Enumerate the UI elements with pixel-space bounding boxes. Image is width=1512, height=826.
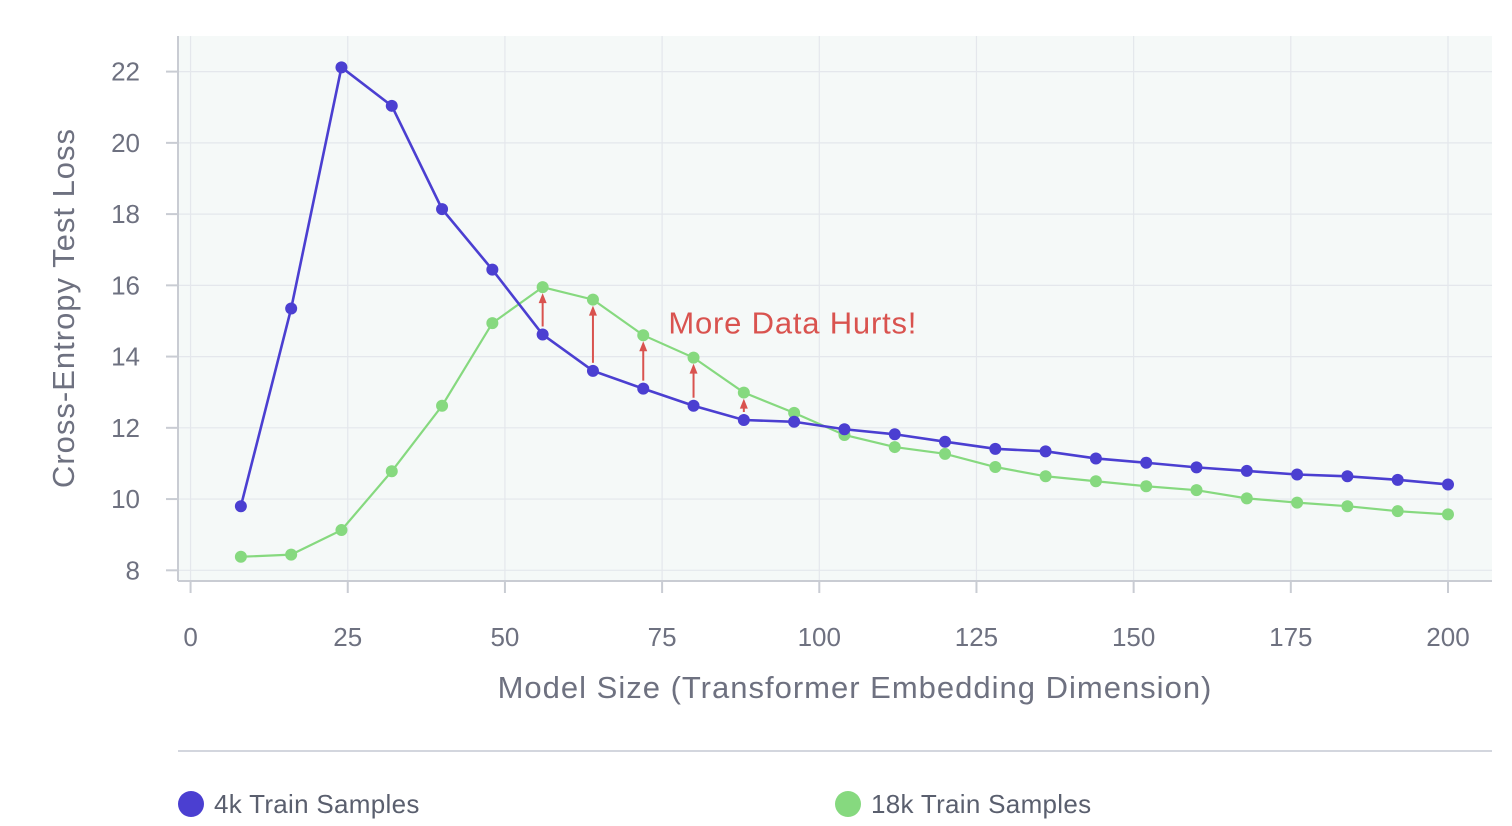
data-point[interactable] <box>637 329 650 342</box>
data-point[interactable] <box>335 61 348 74</box>
x-tick-label: 100 <box>798 622 841 652</box>
y-tick-label: 16 <box>111 270 140 300</box>
annotation-more-data-hurts: More Data Hurts! <box>668 306 917 341</box>
data-point[interactable] <box>637 382 650 395</box>
data-point[interactable] <box>285 548 298 561</box>
data-point[interactable] <box>1140 456 1153 469</box>
data-point[interactable] <box>1089 475 1102 488</box>
y-tick-label: 22 <box>111 57 140 87</box>
data-point[interactable] <box>1190 484 1203 497</box>
y-tick-label: 20 <box>111 128 140 158</box>
legend-item-18k[interactable]: 18k Train Samples <box>835 786 1091 822</box>
data-point[interactable] <box>788 406 801 419</box>
data-point[interactable] <box>586 293 599 306</box>
series-layer <box>234 61 1454 563</box>
annotation-arrow <box>739 398 748 412</box>
y-tick-label: 14 <box>111 342 140 372</box>
data-point[interactable] <box>939 435 952 448</box>
x-axis-label: Model Size (Transformer Embedding Dimens… <box>498 670 1213 705</box>
y-tick-label: 18 <box>111 199 140 229</box>
legend-label-18k: 18k Train Samples <box>871 788 1092 819</box>
data-point[interactable] <box>1441 478 1454 491</box>
data-point[interactable] <box>1341 470 1354 483</box>
data-point[interactable] <box>788 415 801 428</box>
data-point[interactable] <box>1341 500 1354 513</box>
ticks: 8 10 12 14 16 18 20 22 0 25 50 75 100 125 150 175 200 <box>111 57 1470 652</box>
data-point[interactable] <box>536 281 549 294</box>
data-point[interactable] <box>436 399 449 412</box>
data-point[interactable] <box>1391 473 1404 486</box>
series-4k <box>234 61 1454 513</box>
y-axis-label: Cross-Entropy Test Loss <box>46 128 81 488</box>
data-point[interactable] <box>436 203 449 216</box>
x-tick-label: 150 <box>1112 622 1155 652</box>
legend-item-4k[interactable]: 4k Train Samples <box>178 786 420 822</box>
legend-swatch-18k <box>835 791 861 817</box>
data-point[interactable] <box>687 351 700 364</box>
x-tick-label: 125 <box>955 622 998 652</box>
annotation-arrow <box>588 305 597 363</box>
data-point[interactable] <box>1391 505 1404 518</box>
data-point[interactable] <box>385 99 398 112</box>
x-tick-label: 200 <box>1426 622 1469 652</box>
y-tick-label: 10 <box>111 484 140 514</box>
data-point[interactable] <box>335 524 348 537</box>
annotation-arrow <box>639 341 648 381</box>
annotation-arrows <box>538 293 748 412</box>
data-point[interactable] <box>1140 480 1153 493</box>
data-point[interactable] <box>939 447 952 460</box>
legend-label-4k: 4k Train Samples <box>214 788 420 819</box>
data-point[interactable] <box>285 302 298 315</box>
data-point[interactable] <box>737 413 750 426</box>
legend-divider <box>178 750 1492 752</box>
grid-lines <box>178 36 1492 581</box>
plot-background <box>178 36 1492 581</box>
data-point[interactable] <box>1089 452 1102 465</box>
data-point[interactable] <box>234 550 247 563</box>
x-tick-label: 25 <box>333 622 362 652</box>
data-point[interactable] <box>536 328 549 341</box>
data-point[interactable] <box>1441 508 1454 521</box>
x-tick-label: 50 <box>490 622 519 652</box>
axes <box>177 36 1492 582</box>
y-tick-label: 8 <box>126 555 140 585</box>
data-point[interactable] <box>888 441 901 454</box>
x-tick-label: 75 <box>648 622 677 652</box>
data-point[interactable] <box>989 442 1002 455</box>
annotation-arrow <box>538 293 547 327</box>
data-point[interactable] <box>385 465 398 478</box>
data-point[interactable] <box>989 461 1002 474</box>
data-point[interactable] <box>737 386 750 399</box>
x-tick-label: 0 <box>183 622 197 652</box>
data-point[interactable] <box>234 500 247 513</box>
data-point[interactable] <box>1291 496 1304 509</box>
legend-swatch-4k <box>178 791 204 817</box>
data-point[interactable] <box>1240 464 1253 477</box>
x-tick-label: 175 <box>1269 622 1312 652</box>
data-point[interactable] <box>1190 461 1203 474</box>
data-point[interactable] <box>838 423 851 436</box>
data-point[interactable] <box>1039 445 1052 458</box>
data-point[interactable] <box>687 399 700 412</box>
data-point[interactable] <box>486 317 499 330</box>
data-point[interactable] <box>586 364 599 377</box>
data-point[interactable] <box>486 263 499 276</box>
data-point[interactable] <box>888 428 901 441</box>
y-tick-label: 12 <box>111 413 140 443</box>
data-point[interactable] <box>1291 468 1304 481</box>
data-point[interactable] <box>1039 470 1052 483</box>
data-point[interactable] <box>1240 492 1253 505</box>
annotation-arrow <box>689 363 698 398</box>
